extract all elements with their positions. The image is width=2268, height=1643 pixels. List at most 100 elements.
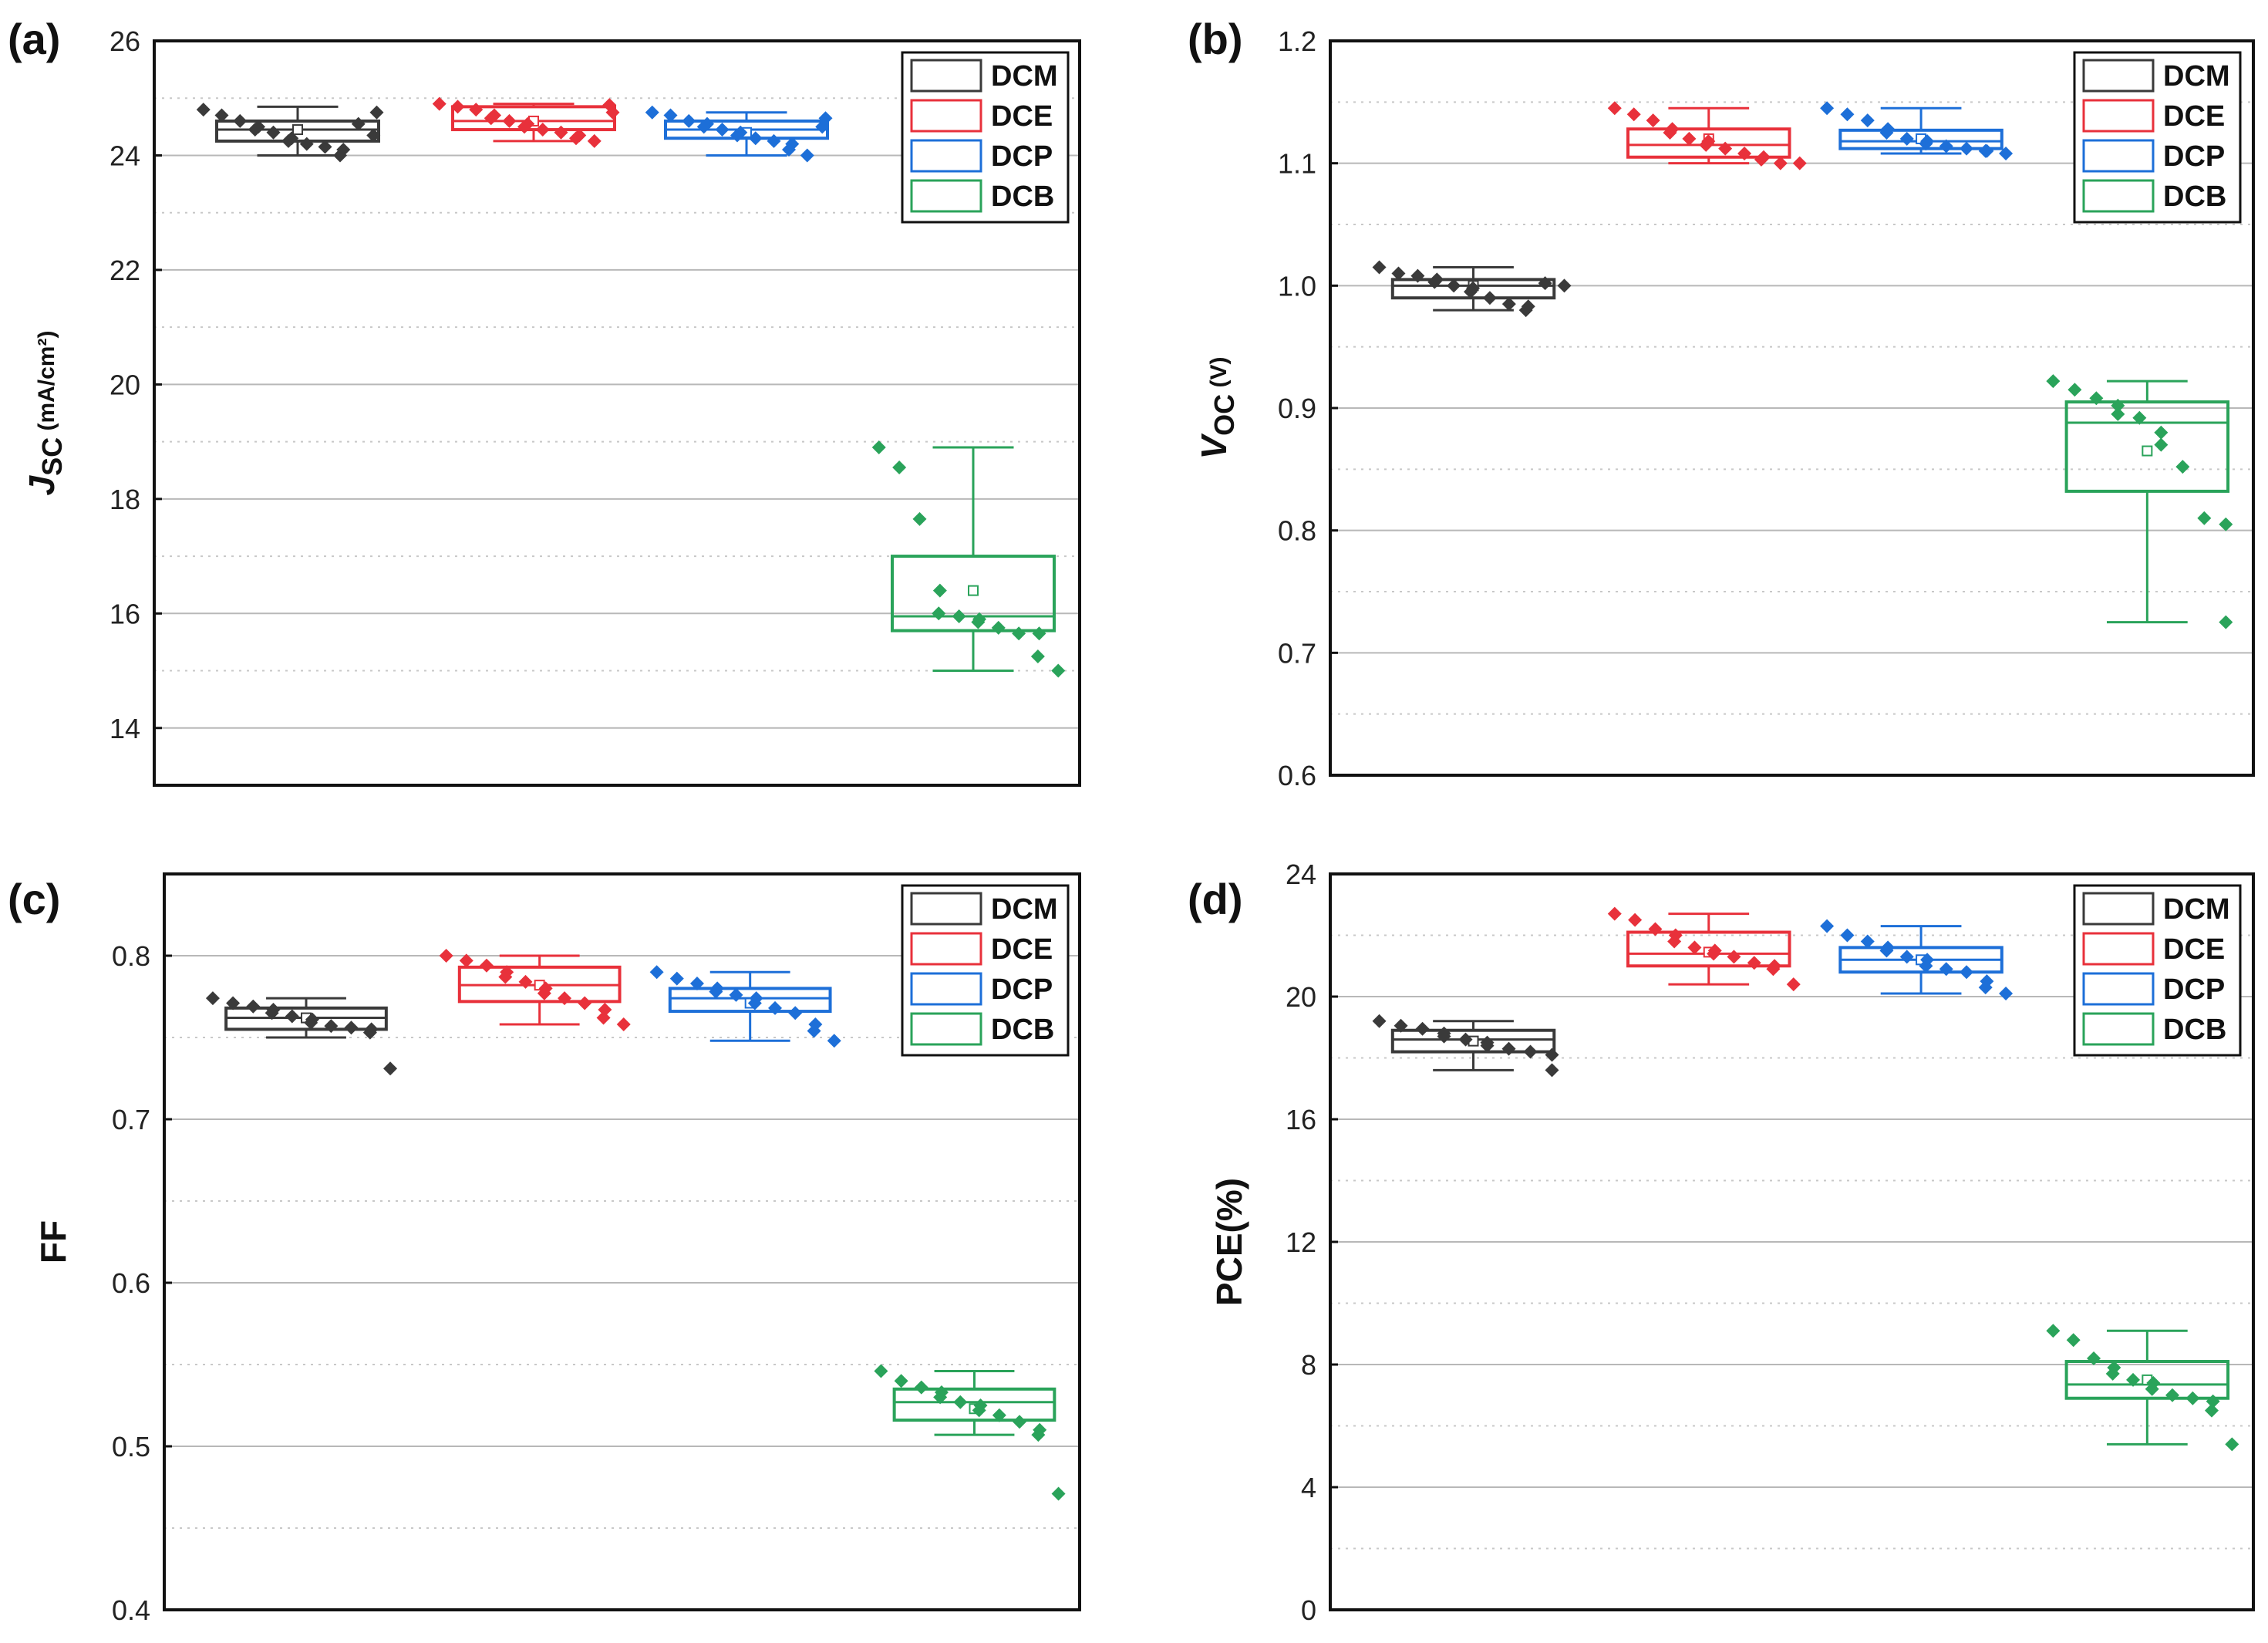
data-point [914,1380,928,1395]
legend-box [901,884,1070,1057]
data-point [932,606,946,621]
data-point [1393,1018,1408,1033]
data-point [1628,913,1643,927]
data-point [1012,626,1026,641]
data-point [1013,1415,1027,1429]
data-point [1501,297,1516,312]
data-point [1820,101,1835,116]
data-point [1919,959,1933,973]
data-point [383,1061,398,1076]
box-iqr [215,119,380,143]
data-point [558,991,572,1006]
data-point [366,128,381,143]
y-tick-label: 1.2 [1278,25,1316,57]
data-point [1766,962,1781,977]
data-point [1031,1428,1046,1442]
data-point [569,131,583,146]
legend-label-dcm: DCM [2163,893,2230,926]
legend-swatch-dcb [2082,179,2155,213]
data-point [871,440,886,455]
data-point [1792,156,1807,170]
data-point [2165,1388,2180,1402]
y-tick-label: 8 [1301,1349,1316,1381]
y-axis-label: FF [33,1220,73,1263]
legend-label-dcb: DCB [991,180,1054,213]
legend-swatch-dcb [910,179,982,213]
box-dcb [2046,374,2233,629]
data-point [2105,1366,2120,1381]
data-point [669,971,684,986]
box-iqr [892,1387,1056,1422]
data-point [1727,950,1741,964]
data-point [768,1000,783,1015]
data-point [953,1395,968,1409]
data-point [369,105,384,120]
legend-box [901,51,1070,224]
data-point [1545,1048,1559,1062]
data-point [1051,1486,1066,1501]
data-point [351,116,366,131]
y-tick-label: 20 [1286,981,1316,1013]
data-point [2126,1372,2141,1387]
y-tick-label: 0 [1301,1594,1316,1626]
y-tick-label: 0.7 [1278,637,1316,669]
legend-label-dcm: DCM [991,60,1058,93]
data-point [1879,126,1894,140]
box-dcp [1820,919,2014,1001]
legend-label-dce: DCE [2163,933,2225,966]
data-point [1978,143,1993,158]
data-point [233,113,248,128]
chart-panel-d: 0 4 8 12 16 20 24 DCM DCE DCP DCB (d) PCE(%) [1188,859,2255,1626]
data-point [1786,977,1801,992]
legend-swatch-dcm [910,59,982,93]
box-iqr [1390,1028,1556,1054]
data-point [479,958,494,973]
data-point [2089,391,2104,406]
data-point [1663,126,1677,140]
data-point [498,970,513,984]
legend-label-dcb: DCB [2163,180,2226,213]
data-point [299,137,314,151]
data-point [1437,1029,1451,1044]
data-point [1860,113,1875,128]
plot-frame [153,39,1081,787]
box-dce [1607,101,1807,170]
data-point [933,1390,948,1405]
box-dcb [871,440,1066,678]
data-point [1372,260,1387,275]
y-tick-label: 24 [110,140,140,171]
data-point [1999,987,2014,1001]
data-point [1391,266,1406,281]
data-point [971,615,986,629]
box-dcp [649,965,841,1048]
y-tick-label: 0.5 [112,1431,150,1463]
y-tick-label: 0.4 [112,1594,150,1626]
data-point [1960,965,1974,980]
panel-label: (c) [8,875,60,923]
data-point [894,1374,908,1388]
data-point [2206,1394,2220,1409]
legend-swatch-dcp [2082,139,2155,173]
data-point [596,1010,611,1025]
y-tick-label: 26 [110,25,140,57]
data-point [663,108,678,123]
data-point [281,133,295,148]
legend-label-dcb: DCB [991,1014,1054,1046]
box-dcp [645,105,833,163]
legend: DCM DCE DCP DCB [901,884,1070,1057]
data-point [2175,460,2190,474]
data-point [874,1364,888,1378]
data-point [324,1019,339,1034]
box-dcm [196,103,384,163]
data-point [265,1006,279,1021]
data-point [1699,137,1714,152]
data-point [304,1015,318,1030]
data-point [1648,922,1663,936]
y-tick-label: 16 [110,598,140,629]
data-point [344,1021,359,1035]
data-point [1051,663,1066,678]
y-axis-label: JSC (mA/cm²) [22,331,68,496]
y-tick-label: 0.7 [112,1104,150,1135]
data-point [1501,1041,1516,1056]
data-point [1032,626,1046,641]
